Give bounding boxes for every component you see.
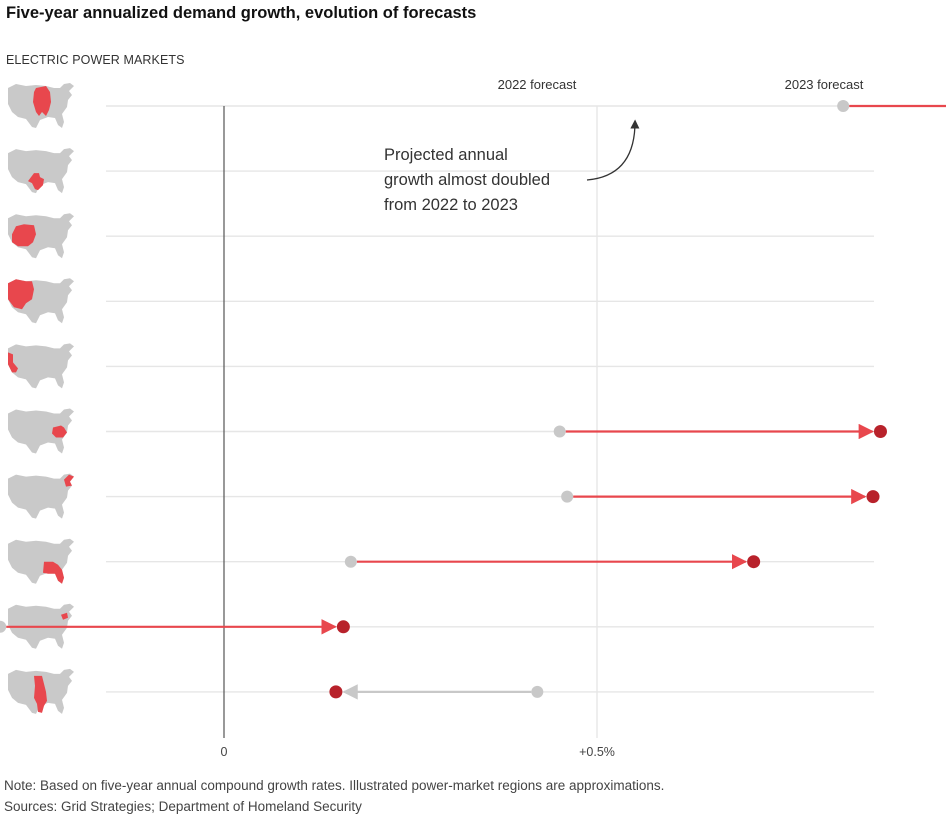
point-2023 — [873, 425, 887, 438]
chart-title: Five-year annualized demand growth, evol… — [6, 4, 477, 22]
annotation-line-1: Projected annual — [384, 146, 508, 164]
region-map-southwest — [8, 213, 74, 259]
region-map-mid-atlantic — [8, 408, 74, 454]
chart-subtitle: ELECTRIC POWER MARKETS — [6, 53, 185, 67]
region-highlight — [64, 474, 74, 487]
region-map-northwest — [8, 278, 74, 324]
region-map-southeast — [8, 538, 74, 584]
region-highlight — [8, 279, 34, 310]
point-2023 — [329, 685, 343, 699]
region-highlight — [43, 561, 64, 584]
annotation-line-3: from 2022 to 2023 — [384, 196, 518, 214]
x-tick-label: 0 — [221, 745, 228, 759]
annotation-line-2: growth almost doubled — [384, 171, 550, 189]
region-map-california — [8, 343, 74, 389]
data-rows — [0, 100, 946, 700]
region-highlight — [52, 425, 67, 438]
point-2022 — [531, 685, 544, 698]
us-outline — [8, 408, 74, 454]
us-outline — [8, 473, 74, 519]
sources: Sources: Grid Strategies; Department of … — [4, 799, 362, 814]
footnote: Note: Based on five-year annual compound… — [4, 778, 665, 793]
region-highlight — [28, 173, 44, 191]
region-map-southwest-power-pool — [8, 668, 74, 714]
annotation: Projected annual growth almost doubled f… — [384, 119, 640, 214]
point-2023 — [336, 620, 350, 634]
region-highlight — [34, 675, 47, 713]
region-map-texas — [8, 148, 74, 194]
series-label-2023: 2023 forecast — [785, 77, 864, 92]
x-tick-label: +0.5% — [579, 745, 615, 759]
point-2023 — [747, 555, 761, 569]
series-label-2022: 2022 forecast — [498, 77, 577, 92]
point-2023 — [866, 490, 880, 504]
region-highlight — [8, 352, 18, 373]
region-maps — [8, 83, 74, 714]
point-2022 — [553, 425, 566, 438]
region-highlight — [12, 224, 36, 247]
point-2022 — [837, 100, 850, 112]
region-map-new-england — [8, 473, 74, 519]
us-outline — [8, 343, 74, 389]
point-2022 — [0, 620, 7, 633]
region-map-midcontinent — [8, 83, 74, 128]
us-outline — [8, 148, 74, 194]
point-2022 — [561, 490, 574, 503]
point-2022 — [344, 555, 357, 568]
us-outline — [8, 538, 74, 584]
dumbbell-chart: 0+0.5%+1.0%+1.5% 2022 forecast 2023 fore… — [0, 77, 946, 759]
region-highlight — [33, 86, 51, 116]
region-highlight — [61, 612, 68, 620]
annotation-arrow — [586, 119, 640, 181]
